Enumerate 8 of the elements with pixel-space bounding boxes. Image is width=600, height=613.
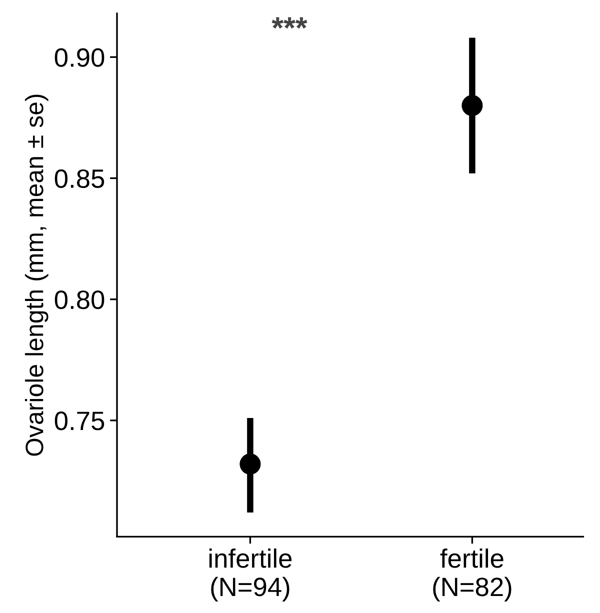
x-tick-label: fertile (N=82)	[433, 548, 512, 602]
y-axis-title: Ovariole length (mm, mean ± se)	[24, 94, 48, 456]
annotation: ***	[272, 17, 308, 29]
y-tick-label: 0.75	[54, 412, 104, 430]
x-tick-label: infertile (N=94)	[209, 548, 292, 602]
y-tick-label: 0.85	[54, 169, 104, 188]
y-tick-label: 0.90	[54, 48, 104, 67]
y-tick-label: 0.80	[54, 290, 104, 310]
